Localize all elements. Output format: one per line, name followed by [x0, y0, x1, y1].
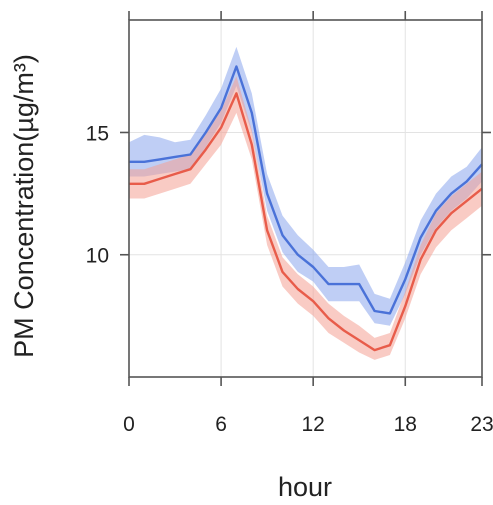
x-tick-label: 18 [394, 413, 417, 436]
x-tick-label: 23 [470, 413, 493, 436]
ticks [120, 11, 491, 386]
series-lines [129, 65, 483, 352]
series-line-2 [129, 92, 483, 352]
x-tick-label: 6 [215, 413, 227, 436]
grid [128, 20, 483, 377]
y-tick-label: 10 [86, 245, 109, 268]
x-tick-label: 12 [301, 413, 324, 436]
confidence-bands [129, 46, 482, 360]
y-axis-title: PM Concentration(µg/m³) [9, 54, 39, 358]
x-tick-label: 0 [123, 413, 135, 436]
plot-frame [128, 19, 483, 378]
tick-labels: 0 6 12 18 23 10 15 [86, 122, 493, 436]
y-tick-label: 15 [86, 122, 109, 145]
series-line-1 [129, 65, 483, 315]
confidence-band-2 [129, 76, 482, 360]
x-axis-title: hour [278, 472, 332, 502]
